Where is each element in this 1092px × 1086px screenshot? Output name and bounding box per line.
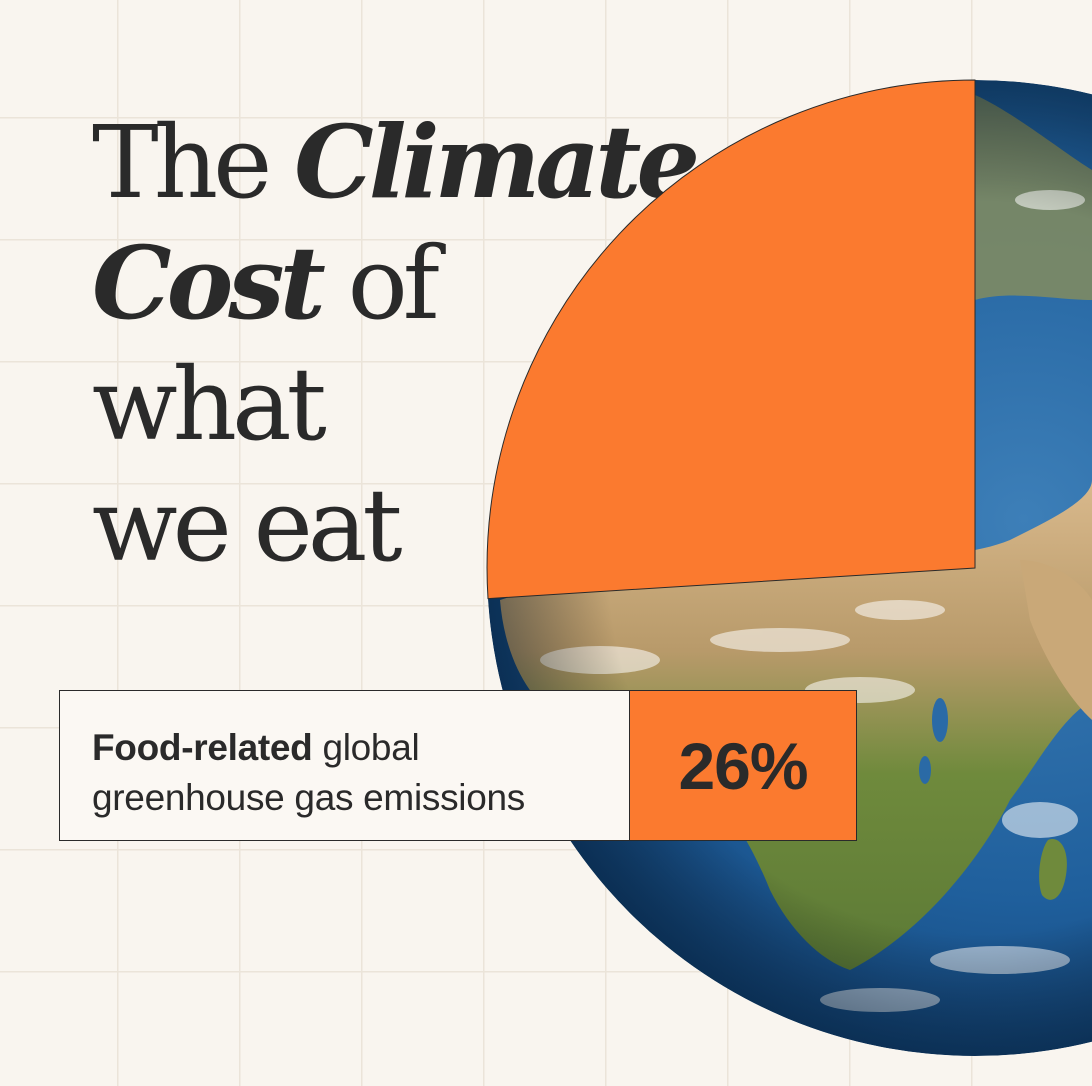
- pie-slice-food-emissions: [486, 79, 976, 600]
- page-title: The Climate Cost of what we eat: [92, 102, 700, 586]
- callout-label: Food-related global greenhouse gas emiss…: [92, 727, 525, 818]
- callout-value: 26%: [629, 691, 856, 840]
- callout-label-bold: Food-related: [92, 727, 313, 768]
- title-emphasis-climate: Climate: [294, 103, 700, 221]
- title-line-4: we eat: [92, 467, 403, 584]
- title-line-3: what: [92, 346, 327, 463]
- title-line-2: Cost of: [92, 224, 440, 342]
- callout-label-line-2: greenhouse gas emissions: [92, 777, 525, 818]
- title-emphasis-cost: Cost: [92, 224, 326, 342]
- title-line-1: The Climate: [92, 103, 700, 221]
- emissions-callout: Food-related global greenhouse gas emiss…: [59, 690, 857, 841]
